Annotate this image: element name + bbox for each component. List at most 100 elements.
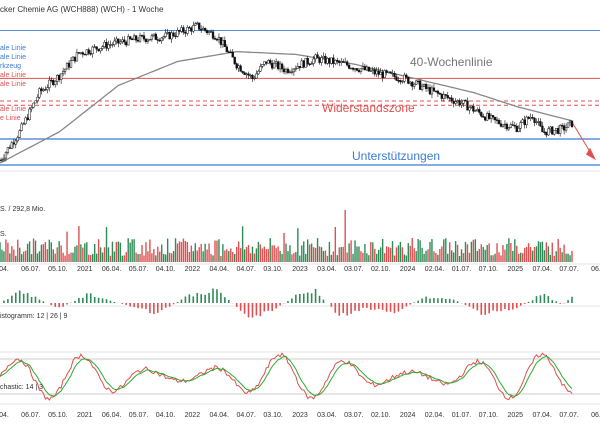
volume-bar [378, 250, 379, 262]
candle-body [323, 56, 325, 57]
candle-body [121, 40, 123, 42]
x-tick-bottom: 07.07. [559, 412, 579, 419]
volume-bar [540, 242, 541, 262]
candle-body [25, 118, 27, 124]
volume-bar [394, 255, 395, 262]
volume-bar [421, 248, 422, 262]
candle-body [3, 158, 5, 159]
candle-body [220, 37, 222, 44]
candle-body [94, 47, 96, 48]
candle-body [218, 37, 220, 39]
candle-body [133, 36, 135, 40]
candle-body [161, 38, 163, 41]
candle-body [346, 62, 348, 65]
volume-bar [415, 251, 416, 262]
candle-body [125, 42, 127, 45]
volume-bar [321, 247, 322, 262]
macd-bar [256, 303, 258, 315]
volume-bar [55, 254, 56, 262]
macd-bar [307, 293, 309, 303]
candle-body [409, 82, 411, 83]
volume-bar [116, 242, 117, 262]
volume-bar [311, 244, 312, 262]
volume-bar [494, 254, 495, 262]
candle-body [44, 90, 46, 91]
volume-bar [244, 249, 245, 262]
volume-bar [408, 243, 409, 262]
volume-bar [100, 247, 101, 262]
x-tick-middle: 07.10. [479, 266, 499, 273]
volume-bars [0, 210, 573, 262]
macd-bar [271, 303, 273, 311]
volume-bar [216, 241, 217, 262]
volume-bar [70, 253, 71, 262]
volume-bar [197, 250, 198, 262]
candle-body [179, 30, 181, 31]
candle-body [476, 109, 478, 110]
x-tick-middle: 04.10. [156, 266, 176, 273]
macd-label: istogramm: 12 | 26 | 9 [0, 313, 68, 320]
x-tick-middle: 06.04. [102, 266, 122, 273]
candle-body [106, 42, 108, 48]
volume-bar [544, 250, 545, 262]
price-candles [0, 21, 573, 162]
macd-bar [216, 289, 218, 303]
macd-bar [402, 303, 404, 309]
candle-body [543, 132, 545, 133]
candle-body [528, 117, 530, 118]
candle-body [19, 131, 21, 138]
volume-bar [429, 242, 430, 262]
candle-body [27, 118, 29, 120]
volume-bar [392, 241, 393, 262]
macd-bar [409, 303, 411, 304]
macd-bar [335, 303, 337, 313]
ma-label: 40-Wochenlinie [410, 55, 493, 69]
candle-body [328, 58, 330, 63]
candle-body [86, 50, 88, 55]
macd-bar [106, 299, 108, 303]
volume-bar [439, 249, 440, 262]
volume-bar [538, 241, 539, 262]
macd-bar [544, 294, 546, 303]
candle-body [441, 94, 443, 98]
x-tick-bottom: 04.07. [236, 412, 256, 419]
candle-body [100, 48, 102, 50]
candle-body [246, 74, 248, 75]
candle-body [131, 39, 133, 40]
candle-body [356, 68, 358, 70]
volume-bar [260, 244, 261, 262]
candle-body [433, 88, 435, 91]
volume-bar [76, 245, 77, 262]
x-tick-middle: 03.10. [263, 266, 283, 273]
macd-bar [141, 303, 143, 309]
volume-bar [400, 242, 401, 262]
macd-bar [390, 303, 392, 312]
candle-body [35, 101, 37, 103]
candle-body [261, 64, 263, 66]
volume-bar [13, 249, 14, 262]
volume-bar [208, 243, 209, 262]
volume-bar [124, 255, 125, 262]
candle-body [319, 58, 321, 63]
x-tick-bottom: 2021 [77, 412, 93, 419]
candle-body [186, 27, 188, 33]
volume-bar [21, 254, 22, 262]
candle-body [117, 39, 119, 43]
candle-body [506, 124, 508, 129]
macd-bar [473, 303, 475, 309]
volume-bar [179, 241, 180, 262]
volume-bar [133, 239, 134, 262]
volume-bar [60, 245, 61, 262]
volume-bar [500, 255, 501, 262]
volume-bar [226, 249, 227, 262]
volume-bar [343, 247, 344, 262]
volume-bar [510, 243, 511, 262]
candle-body [289, 72, 291, 73]
candle-body [338, 61, 340, 63]
candle-body [185, 32, 187, 33]
macd-bar [512, 303, 514, 310]
volume-bar [49, 240, 50, 262]
x-tick-middle: 04.07. [236, 266, 256, 273]
volume-bar [447, 254, 448, 262]
volume-bar [33, 238, 34, 262]
